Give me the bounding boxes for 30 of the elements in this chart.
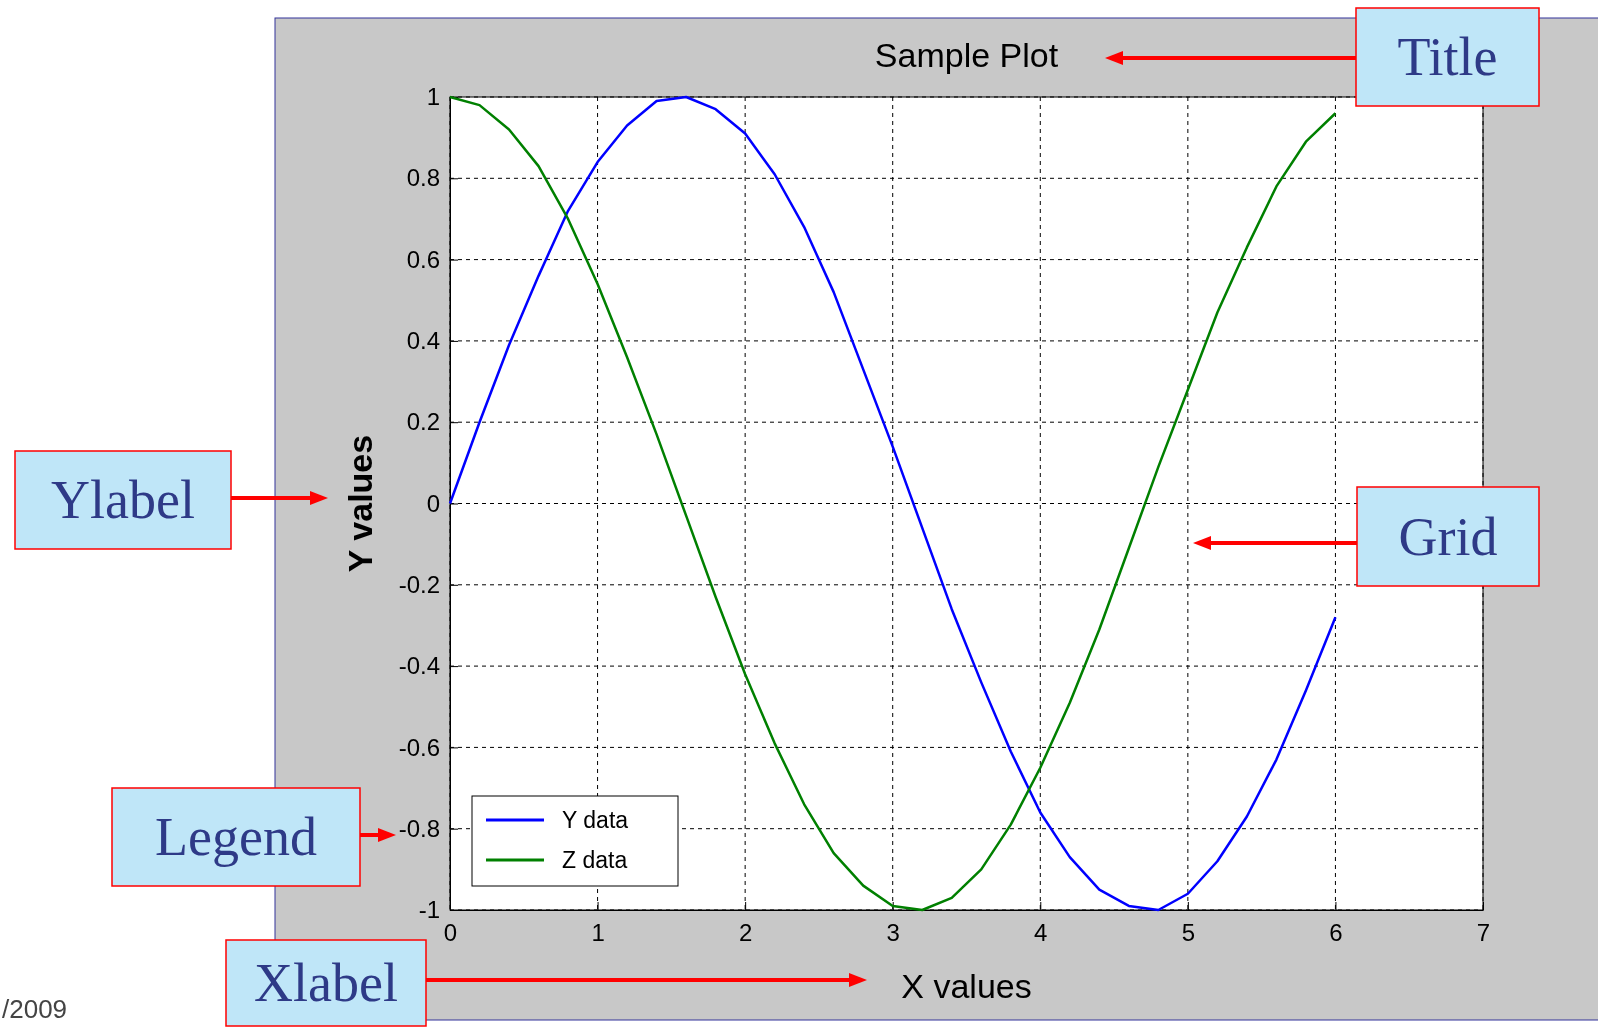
- y-tick-label: 0.4: [406, 327, 440, 355]
- text: Xlabel: [254, 953, 398, 1013]
- y-tick-label: -0.2: [398, 570, 440, 598]
- x-axis-title: X values: [901, 967, 1032, 1005]
- y-tick-label: -0.6: [398, 733, 440, 761]
- y-tick-label: -0.8: [398, 814, 440, 842]
- annotation: Grid: [1398, 506, 1498, 567]
- y-tick-label: -0.4: [398, 652, 440, 680]
- legend-label: Z data: [562, 847, 628, 873]
- x-tick-label: 3: [886, 919, 900, 947]
- text: /2009: [2, 994, 68, 1024]
- chart-title: Sample Plot: [874, 36, 1059, 74]
- y-tick-label: 0.2: [406, 408, 440, 436]
- y-tick-label: 1: [426, 83, 440, 111]
- y-tick-label: 0: [426, 489, 440, 517]
- x-tick-label: 4: [1034, 919, 1048, 947]
- x-tick-label: 1: [591, 919, 605, 947]
- y-tick-label: 0.8: [406, 164, 440, 192]
- y-tick-label: 0.6: [406, 245, 440, 273]
- legend-label: Y data: [562, 807, 629, 833]
- x-tick-label: 2: [738, 919, 753, 947]
- x-tick-label: 7: [1476, 919, 1491, 947]
- y-axis-title: Y values: [341, 434, 379, 573]
- x-tick-label: 5: [1181, 919, 1196, 947]
- text: Ylabel: [51, 470, 195, 530]
- text: Title: [1397, 27, 1498, 87]
- text: Legend: [155, 807, 317, 867]
- x-tick-label: 0: [443, 919, 458, 947]
- y-tick-label: -1: [418, 896, 440, 924]
- x-tick-label: 6: [1329, 919, 1343, 947]
